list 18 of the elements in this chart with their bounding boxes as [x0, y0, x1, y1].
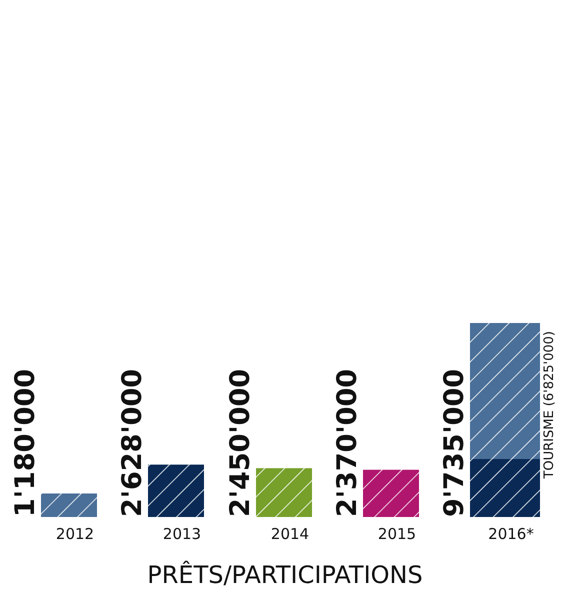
- bar: [470, 323, 540, 460]
- x-tick-label: 2014: [270, 525, 310, 543]
- data-label: 2'628'000: [117, 368, 148, 517]
- x-tick-label: 2013: [162, 525, 202, 543]
- bar: [256, 468, 312, 517]
- x-tick-label: 2012: [56, 525, 94, 543]
- bar: [41, 493, 97, 517]
- bar: [148, 464, 204, 517]
- x-tick-label: 2015: [378, 525, 416, 543]
- data-label: 1'180'000: [10, 368, 41, 517]
- bar: [363, 470, 419, 517]
- text: TOURISME: [542, 410, 557, 479]
- total-label: 9'735'000: [439, 368, 470, 517]
- data-label: 2'450'000: [225, 368, 256, 517]
- data-label: 2'370'000: [332, 368, 363, 517]
- x-axis-title: PRÊTS/PARTICIPATIONS: [147, 560, 423, 589]
- x-tick-label: 2016*: [488, 525, 534, 543]
- data-label: (6'825'000): [542, 331, 557, 406]
